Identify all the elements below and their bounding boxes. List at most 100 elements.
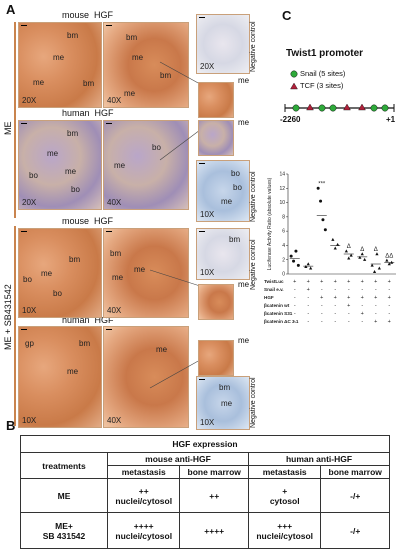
- group-4-significance: Δ: [347, 244, 351, 250]
- condition-4-value-2: -: [321, 311, 323, 317]
- histology-tile-2: bm me me bm 40X: [103, 22, 189, 108]
- panel-b-letter: B: [6, 418, 16, 433]
- condition-0-value-3: +: [334, 279, 337, 285]
- histology-tile-3: bm me bo me bo 20X: [18, 120, 102, 210]
- legend-tcf-marker: [290, 82, 298, 90]
- group-7-point-1: [387, 262, 391, 266]
- table-row-me-human-bm: -/+: [320, 478, 390, 513]
- condition-0-value-5: +: [361, 279, 364, 285]
- condition-4-value-4: -: [348, 311, 350, 317]
- col-human-anti-hgf: human anti-HGF: [247, 452, 391, 466]
- legend-snail-marker: [290, 70, 298, 78]
- zoom-tile-1: me: [198, 82, 234, 118]
- y-tick-label-4: 8: [282, 214, 285, 220]
- condition-2-value-5: +: [361, 295, 364, 301]
- group-3-point-2: [336, 242, 340, 246]
- chart-y-label: Luciferase Activity Ratio (absolute valu…: [267, 177, 273, 270]
- condition-3-value-2: -: [321, 303, 323, 309]
- snail-site-5: [381, 104, 389, 112]
- table-row-mesb-human-bm: -/+: [320, 512, 390, 549]
- condition-3-value-0: -: [294, 303, 296, 309]
- condition-3-value-7: -: [388, 303, 390, 309]
- zoom-label-1: me: [238, 76, 250, 85]
- group-2-point-2: [321, 218, 325, 222]
- condition-1-value-1: +: [307, 287, 310, 293]
- table-header: HGF expression: [20, 435, 390, 453]
- condition-label-5: βcatenin ΔC 3.1: [264, 319, 299, 324]
- table-row-mesb-mouse-met: ++++ nuclei/cytosol: [106, 512, 181, 549]
- group-0-point-3: [296, 263, 300, 267]
- group-5-point-2: [363, 257, 367, 261]
- group-3-point-0: [331, 237, 335, 241]
- condition-1-value-2: -: [321, 287, 323, 293]
- histology-tile-5: bm bo bo me 10X: [18, 228, 102, 318]
- group-1-point-1: [306, 262, 310, 266]
- y-tick-label-2: 4: [282, 243, 285, 249]
- snail-site-3: [329, 104, 337, 112]
- group-0-point-2: [294, 249, 298, 253]
- negative-control-caption-2: Negative control: [250, 171, 257, 222]
- row-label-human-hgf-2: human HGF: [62, 315, 114, 325]
- condition-4-value-0: -: [294, 311, 296, 317]
- y-tick-label-0: 0: [282, 272, 285, 278]
- condition-3-value-3: -: [334, 303, 336, 309]
- row-label-human-hgf-1: human HGF: [62, 108, 114, 118]
- legend-snail-label: Snail (5 sites): [300, 69, 346, 78]
- group-bracket-me: [14, 22, 16, 218]
- col-treatments: treatments: [20, 452, 108, 479]
- table-row-me-treatment: ME: [20, 478, 108, 513]
- histology-tile-4: me bo 40X: [103, 120, 189, 210]
- sub-mouse-bone-marrow: bone marrow: [179, 465, 249, 479]
- zoom-connectors: [149, 61, 201, 389]
- group-5-point-1: [360, 252, 364, 256]
- row-label-mouse-hgf-2: mouse HGF: [62, 216, 114, 226]
- zoom-label-3: me: [238, 280, 250, 289]
- table-row-me-mouse-bm: ++: [179, 478, 249, 513]
- condition-0-value-6: +: [374, 279, 377, 285]
- panel-c-letter: C: [282, 8, 292, 23]
- promoter-start-label: -2260: [280, 115, 301, 124]
- condition-3-value-6: -: [375, 303, 377, 309]
- condition-5-value-7: +: [388, 319, 391, 325]
- sub-mouse-metastasis: metastasis: [106, 465, 181, 479]
- y-tick-label-7: 14: [279, 172, 285, 178]
- condition-4-value-7: -: [388, 311, 390, 317]
- table-row-mesb-mouse-bm: ++++: [179, 512, 249, 549]
- histology-tile-1: bm me me bm 20X: [18, 22, 102, 108]
- condition-3-value-4: +: [347, 303, 350, 309]
- condition-2-value-3: +: [334, 295, 337, 301]
- y-tick-label-6: 12: [279, 186, 285, 192]
- tcf-site-2: [343, 103, 351, 111]
- condition-label-3: βcatenin wt: [264, 303, 290, 308]
- y-tick-label-1: 2: [282, 257, 285, 263]
- condition-0-value-0: +: [293, 279, 296, 285]
- condition-4-value-1: -: [307, 311, 309, 317]
- group-6-point-0: [370, 263, 374, 267]
- group-0-point-1: [292, 259, 296, 263]
- histology-tile-8: me 40X: [103, 326, 189, 428]
- condition-2-value-0: -: [294, 295, 296, 301]
- group-2-point-1: [319, 199, 323, 203]
- group-6-point-3: [377, 266, 381, 270]
- condition-3-value-5: -: [361, 303, 363, 309]
- condition-2-value-7: +: [388, 295, 391, 301]
- condition-0-value-1: +: [307, 279, 310, 285]
- legend-tcf-label: TCF (3 sites): [300, 81, 344, 90]
- condition-3-value-1: -: [307, 303, 309, 309]
- sub-human-metastasis: metastasis: [247, 465, 322, 479]
- condition-5-value-6: +: [374, 319, 377, 325]
- tcf-site-3: [358, 103, 366, 111]
- group-5-point-0: [358, 255, 362, 259]
- y-tick-label-3: 6: [282, 229, 285, 235]
- luciferase-chart: 0 2 4 6 8 10 12 14 Luciferase Activity Ratio (ab…: [264, 172, 396, 325]
- condition-1-value-4: -: [348, 287, 350, 293]
- zoom-tile-2: [198, 120, 234, 156]
- condition-5-value-1: -: [307, 319, 309, 325]
- zoom-tile-3: [198, 284, 234, 320]
- condition-0-value-7: +: [388, 279, 391, 285]
- table-row-me-mouse-met: ++ nuclei/cytosol: [106, 478, 181, 513]
- table-row-mesb-treatment: ME+ SB 431542: [20, 512, 108, 549]
- condition-5-value-4: -: [348, 319, 350, 325]
- condition-5-value-5: -: [361, 319, 363, 325]
- group-4-point-2: [349, 253, 353, 257]
